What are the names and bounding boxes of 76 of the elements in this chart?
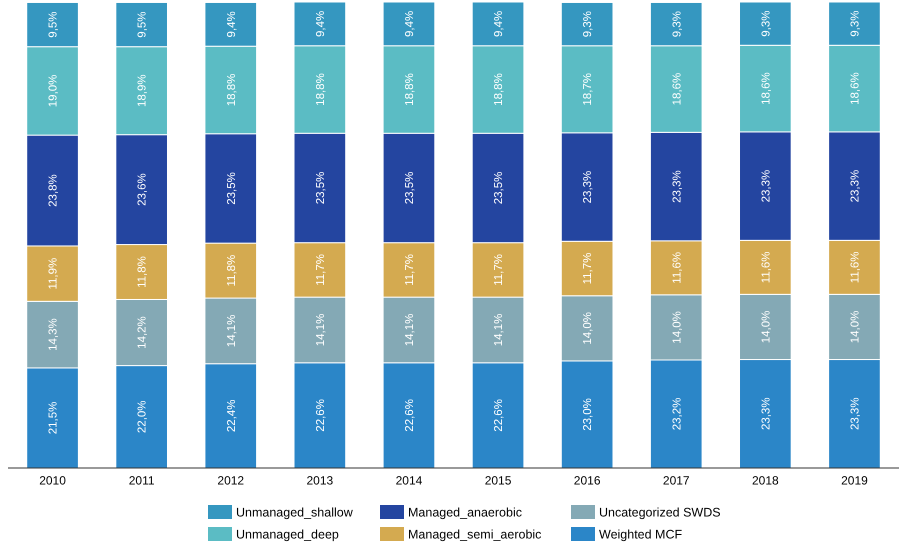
- data-label: 9,4%: [226, 11, 238, 38]
- data-label: 19,0%: [48, 74, 60, 108]
- data-label: 14,1%: [314, 314, 327, 346]
- legend-label: Weighted MCF: [599, 528, 682, 542]
- data-label: 9,5%: [136, 11, 149, 38]
- data-label: 18,7%: [582, 72, 594, 106]
- data-label: 23,0%: [582, 398, 594, 431]
- data-label: 21,5%: [48, 402, 60, 434]
- data-label: 14,2%: [136, 316, 149, 349]
- x-tick-label: 2017: [662, 474, 690, 488]
- data-label: 9,3%: [849, 10, 862, 37]
- x-tick-label: 2010: [39, 474, 66, 488]
- legend-label: Managed_semi_aerobic: [408, 528, 542, 542]
- data-label: 18,8%: [404, 73, 416, 106]
- x-tick-label: 2018: [752, 474, 780, 488]
- data-label: 11,8%: [136, 256, 149, 288]
- legend-label: Managed_anaerobic: [408, 506, 522, 520]
- data-label: 9,3%: [582, 11, 594, 38]
- data-label: 14,1%: [404, 314, 416, 346]
- data-label: 11,7%: [314, 254, 327, 286]
- data-label: 23,3%: [760, 170, 772, 202]
- data-label: 23,6%: [136, 173, 149, 206]
- x-tick-label: 2011: [128, 474, 155, 488]
- data-label: 14,3%: [48, 318, 60, 351]
- data-label: 11,9%: [48, 258, 60, 290]
- data-label: 14,0%: [760, 310, 772, 344]
- data-label: 18,8%: [493, 73, 506, 106]
- data-label: 11,8%: [226, 254, 238, 286]
- x-tick-label: 2019: [841, 474, 868, 488]
- data-label: 14,0%: [849, 310, 862, 344]
- x-tick-label: 2014: [396, 474, 423, 488]
- data-label: 18,9%: [136, 74, 149, 107]
- legend-label: Unmanaged_deep: [236, 528, 339, 542]
- data-label: 23,5%: [314, 172, 327, 204]
- legend-label: Uncategorized SWDS: [599, 506, 721, 520]
- data-label: 18,8%: [314, 73, 327, 106]
- data-label: 11,6%: [671, 252, 684, 284]
- data-label: 22,4%: [226, 400, 238, 432]
- data-label: 23,3%: [582, 170, 594, 204]
- data-label: 23,5%: [404, 172, 416, 204]
- data-label: 9,4%: [404, 10, 416, 37]
- data-label: 23,3%: [760, 397, 772, 430]
- data-label: 22,6%: [314, 399, 327, 432]
- data-label: 11,6%: [849, 251, 862, 284]
- x-tick-label: 2015: [484, 474, 512, 488]
- data-label: 18,8%: [226, 74, 238, 106]
- data-label: 9,5%: [48, 11, 60, 38]
- data-label: 11,7%: [582, 252, 594, 284]
- data-label: 14,0%: [671, 311, 684, 344]
- data-label: 9,4%: [314, 10, 327, 37]
- data-label: 9,4%: [493, 10, 506, 37]
- data-label: 9,3%: [671, 11, 684, 38]
- data-label: 11,7%: [404, 254, 416, 286]
- data-label: 11,7%: [493, 254, 506, 286]
- data-label: 23,5%: [226, 172, 238, 205]
- data-label: 14,1%: [493, 314, 506, 346]
- data-label: 22,6%: [493, 399, 506, 432]
- data-label: 18,6%: [671, 72, 684, 106]
- data-label: 22,6%: [404, 399, 416, 432]
- data-label: 9,3%: [760, 10, 772, 37]
- x-tick-label: 2013: [306, 474, 334, 488]
- data-label: 18,6%: [760, 72, 772, 105]
- legend-label: Unmanaged_shallow: [236, 506, 354, 520]
- data-label: 14,0%: [582, 312, 594, 345]
- data-label: 23,2%: [671, 398, 684, 430]
- data-label: 14,1%: [226, 314, 238, 348]
- x-tick-label: 2012: [217, 474, 244, 488]
- data-label: 11,6%: [760, 251, 772, 284]
- data-label: 23,3%: [671, 170, 684, 203]
- data-label: 18,6%: [849, 72, 862, 105]
- x-tick-label: 2016: [574, 474, 601, 488]
- data-label: 22,0%: [136, 400, 149, 434]
- data-label: 23,3%: [849, 397, 862, 430]
- data-label: 23,5%: [493, 172, 506, 204]
- data-label: 23,3%: [849, 170, 862, 202]
- data-label: 23,8%: [48, 174, 60, 207]
